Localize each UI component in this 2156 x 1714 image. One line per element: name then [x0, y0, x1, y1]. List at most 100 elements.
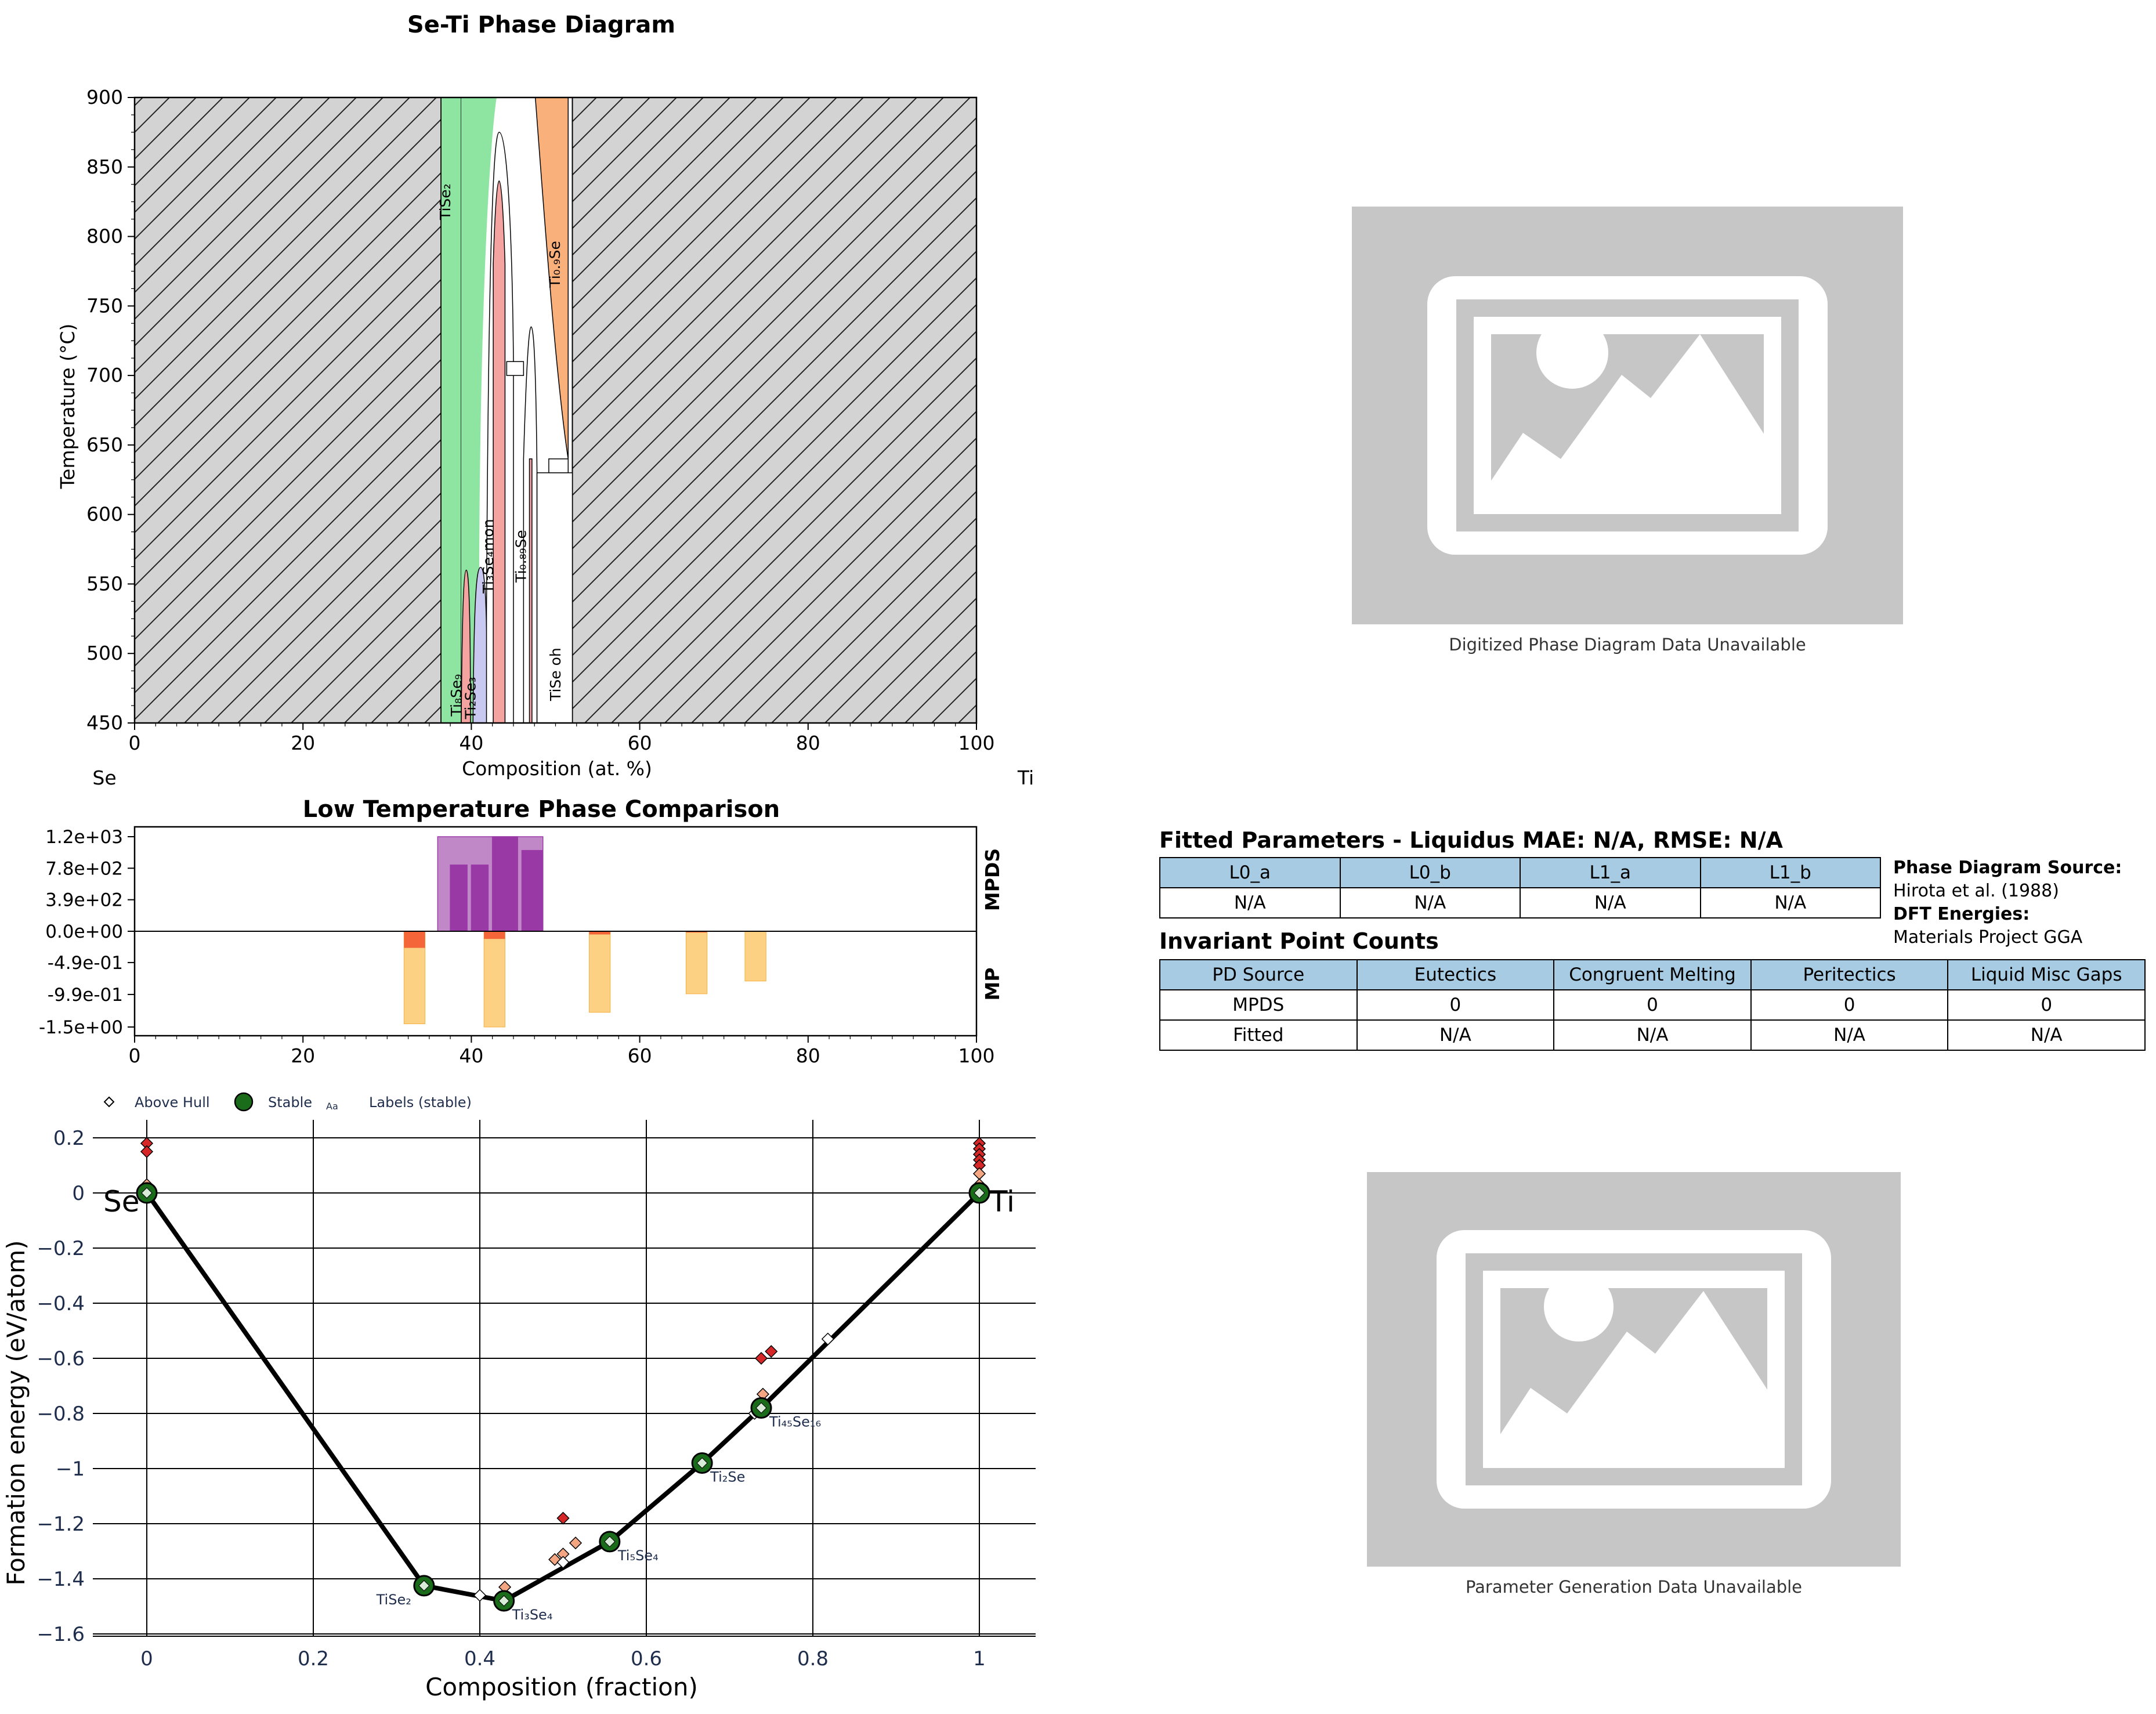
phase-diagram-left-element: Se [92, 766, 116, 789]
stable-point-label: Ti₄₅Se₁₆ [769, 1414, 821, 1430]
stable-point-label: Ti₅Se₄ [617, 1547, 659, 1564]
phase-label: TiSe oh [547, 648, 564, 701]
y-tick-label: 7.8e+02 [45, 858, 123, 879]
hull-line [144, 1191, 981, 1603]
x-tick-label: 0 [129, 1044, 141, 1067]
phase-region-ti8se9 [461, 569, 471, 724]
invariant-row: MPDS 0 0 0 0 [1159, 989, 2146, 1021]
y-tick-label: 0.2 [53, 1127, 85, 1150]
y-tick-label: -4.9e-01 [48, 953, 123, 974]
image-placeholder-icon [1352, 207, 1903, 624]
pd-source-value: Hirota et al. (1988) [1893, 881, 2059, 901]
y-tick-label: 1.2e+03 [45, 827, 123, 848]
y-tick-label: 550 [86, 572, 123, 595]
legend-above-hull-marker [103, 1096, 115, 1108]
y-tick-label: 850 [86, 156, 123, 178]
x-tick-label: 0 [129, 732, 141, 754]
source-info: Phase Diagram Source: Hirota et al. (198… [1893, 856, 2148, 949]
comparison-mp-label: MP [981, 967, 1004, 1000]
stable-point-inner [755, 1402, 767, 1414]
x-tick-label: 0.8 [797, 1647, 829, 1670]
y-tick-label: -1.5e+00 [39, 1017, 123, 1038]
y-tick-label: 450 [86, 711, 123, 734]
stable-point-label: TiSe₂ [376, 1592, 411, 1608]
invariant-header-cell: Liquid Misc Gaps [1947, 959, 2146, 990]
y-tick-label: 600 [86, 503, 123, 526]
hatched-region-right [571, 97, 977, 724]
fitted-value-row: N/A N/A N/A N/A [1159, 887, 1881, 919]
y-tick-label: 500 [86, 642, 123, 664]
phase-region-tise-oh [536, 472, 573, 724]
invariant-cell: 0 [1947, 989, 2146, 1021]
invariant-table: PD Source Eutectics Congruent Melting Pe… [1159, 959, 2146, 1051]
phase-label: Ti₀.₉Se [547, 241, 563, 288]
mp-bar [589, 931, 611, 1013]
y-tick-label: -9.9e-01 [48, 985, 123, 1006]
x-tick-label: 100 [958, 732, 995, 754]
x-tick-label: 20 [291, 732, 315, 754]
invariant-title: Invariant Point Counts [1159, 928, 1439, 954]
y-tick-label: −0.8 [37, 1402, 85, 1426]
hull-left-element: Se [103, 1185, 140, 1218]
hull-ylabel: Formation energy (eV/atom) [2, 1240, 30, 1585]
above-hull-point [569, 1536, 583, 1550]
invariant-cell: MPDS [1159, 989, 1358, 1021]
hull-legend: Above Hull Stable Aa Labels (stable) [103, 1092, 472, 1112]
y-tick-label: 0 [72, 1182, 85, 1205]
phase-boundary-box [548, 458, 569, 473]
stable-point-label: Ti₃Se₄ [512, 1607, 553, 1623]
digitized-pd-caption: Digitized Phase Diagram Data Unavailable [1449, 635, 1806, 654]
x-tick-label: 80 [796, 732, 820, 754]
phase-region-ti3se4 [493, 180, 506, 724]
stable-point-inner [141, 1187, 153, 1199]
fitted-header-cell: L0_b [1339, 857, 1521, 888]
stable-point-inner [696, 1457, 708, 1469]
invariant-header-cell: Eutectics [1356, 959, 1555, 990]
y-tick-label: 700 [86, 364, 123, 386]
fitted-parameters-table: L0_a L0_b L1_a L1_b N/A N/A N/A N/A [1159, 857, 1881, 919]
above-hull-point [972, 1167, 986, 1180]
x-tick-label: 100 [958, 1044, 995, 1067]
phase-label: TiSe₂ [437, 183, 454, 220]
stable-point-label: Ti₂Se [710, 1469, 745, 1485]
invariant-cell: Fitted [1159, 1019, 1358, 1051]
y-tick-label: −1.4 [37, 1568, 85, 1591]
y-tick-label: −0.2 [37, 1237, 85, 1260]
x-tick-label: 0.6 [631, 1647, 662, 1670]
above-hull-point [140, 1145, 154, 1158]
phase-diagram-right-element: Ti [1017, 766, 1034, 789]
legend-above-hull-label: Above Hull [135, 1094, 210, 1111]
fitted-header-row: L0_a L0_b L1_a L1_b [1159, 857, 1881, 888]
x-tick-label: 80 [796, 1044, 820, 1067]
convex-hull-chart: Above Hull Stable Aa Labels (stable) 0 0.… [2, 1092, 1036, 1701]
above-hull-point [765, 1345, 778, 1358]
phase-label: Ti₈Se₉ [448, 674, 465, 717]
above-hull-point [473, 1589, 487, 1602]
mpds-bar [450, 865, 468, 932]
hull-xlabel: Composition (fraction) [425, 1673, 698, 1701]
stable-point-inner [604, 1536, 616, 1547]
mp-bar-cap [484, 931, 505, 939]
mp-bar [685, 931, 708, 995]
phase-region-tise2-boundary [461, 97, 497, 723]
fitted-value-cell: N/A [1339, 887, 1521, 919]
invariant-header-cell: PD Source [1159, 959, 1358, 990]
legend-stable-label: Stable [268, 1094, 312, 1111]
above-hull-point [754, 1351, 768, 1365]
legend-labels-marker: Aa [326, 1101, 338, 1112]
y-tick-label: −1 [56, 1458, 85, 1481]
parameter-generation-placeholder: Parameter Generation Data Unavailable [1367, 1172, 1901, 1597]
hatched-region-left [134, 97, 442, 724]
fitted-value-cell: N/A [1699, 887, 1881, 919]
x-tick-label: 1 [973, 1647, 986, 1670]
invariant-cell: 0 [1553, 989, 1752, 1021]
y-tick-label: −0.6 [37, 1347, 85, 1371]
y-tick-label: 750 [86, 294, 123, 317]
invariant-cell: N/A [1947, 1019, 2146, 1051]
y-tick-label: −1.2 [37, 1513, 85, 1536]
invariant-cell: 0 [1356, 989, 1555, 1021]
phase-label: Ti₂Se₃ [462, 677, 479, 720]
phase-diagram-xlabel: Composition (at. %) [462, 757, 652, 780]
pd-source-label: Phase Diagram Source: [1893, 858, 2122, 878]
stable-point-inner [974, 1187, 985, 1199]
